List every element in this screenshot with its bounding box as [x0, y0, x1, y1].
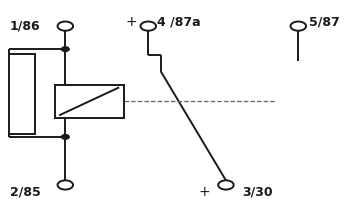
Circle shape: [291, 22, 306, 31]
Circle shape: [58, 22, 73, 31]
Circle shape: [218, 180, 234, 190]
Circle shape: [58, 180, 73, 190]
Text: 4 /87a: 4 /87a: [157, 15, 201, 28]
Bar: [9, 54, 35, 134]
Bar: [55, 85, 124, 118]
Text: 1/86: 1/86: [10, 20, 41, 33]
Circle shape: [140, 22, 156, 31]
Text: 2/85: 2/85: [10, 186, 41, 199]
Text: 3/30: 3/30: [242, 186, 273, 199]
Circle shape: [61, 47, 69, 51]
Text: 5/87: 5/87: [309, 15, 340, 28]
Text: +: +: [198, 185, 210, 199]
Circle shape: [61, 135, 69, 139]
Text: +: +: [125, 15, 137, 29]
